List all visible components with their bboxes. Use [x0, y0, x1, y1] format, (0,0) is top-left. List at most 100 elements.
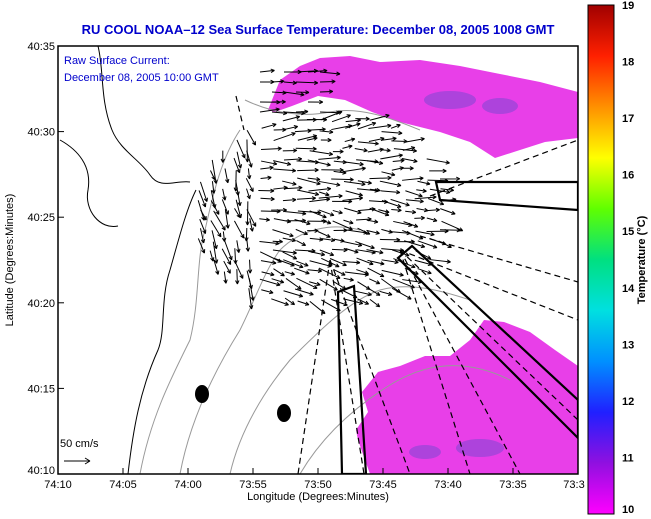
current-arrow [402, 229, 424, 240]
current-arrow [440, 208, 456, 215]
current-arrow [354, 290, 372, 297]
current-arrow [381, 130, 403, 136]
current-arrow [345, 248, 359, 254]
current-arrow [248, 288, 254, 310]
current-arrow [321, 257, 340, 268]
current-arrow [213, 259, 220, 275]
current-arrow [211, 159, 218, 184]
current-arrow [342, 166, 366, 173]
current-arrow [355, 241, 375, 250]
current-arrow [380, 153, 403, 160]
current-arrow [381, 200, 402, 208]
current-arrow [224, 168, 230, 184]
y-tick-label: 40:25 [27, 212, 55, 224]
current-arrow [429, 259, 451, 264]
current-arrow [355, 116, 370, 122]
current-arrow [415, 230, 435, 237]
current-arrow [357, 188, 379, 193]
current-arrow [271, 207, 287, 213]
current-arrow [221, 248, 232, 265]
x-tick-label: 73:45 [369, 479, 397, 491]
current-arrow [438, 240, 452, 248]
current-arrow [332, 149, 344, 154]
current-arrow [331, 298, 348, 307]
current-arrow [273, 168, 297, 173]
current-arrow [356, 269, 369, 275]
current-arrow [283, 156, 303, 162]
y-tick-label: 40:20 [27, 298, 55, 310]
current-arrow [401, 158, 418, 164]
current-arrow [307, 228, 319, 233]
current-arrow [402, 176, 424, 181]
current-arrow [294, 267, 310, 275]
current-arrow [295, 109, 309, 114]
current-arrow [271, 99, 286, 105]
y-tick-label: 40:35 [27, 41, 55, 53]
current-arrow [356, 257, 374, 266]
current-arrow [417, 240, 438, 249]
current-arrow [273, 268, 285, 277]
current-arrow [357, 298, 370, 305]
current-arrow [260, 196, 275, 202]
current-arrow [321, 219, 332, 225]
current-arrow [248, 278, 255, 301]
sst-patch-south [356, 320, 578, 474]
current-arrow [318, 209, 335, 217]
current-arrow [236, 151, 243, 169]
current-arrow [403, 221, 419, 228]
current-arrow [282, 251, 298, 260]
current-arrow [368, 288, 381, 296]
current-arrow [357, 141, 379, 146]
current-arrow [392, 158, 405, 163]
current-arrow [259, 278, 281, 287]
current-arrow [319, 89, 334, 94]
current-arrow [429, 188, 451, 195]
current-arrow [380, 190, 401, 195]
current-arrow [283, 185, 303, 190]
current-arrow [271, 79, 285, 84]
current-arrow [342, 196, 364, 201]
current-arrow [332, 199, 353, 204]
current-arrow [331, 114, 351, 123]
current-arrow [296, 277, 318, 289]
sst-patches [268, 56, 578, 474]
current-arrow [391, 166, 404, 171]
current-arrow [345, 122, 361, 129]
subtitle-line-1: Raw Surface Current: [64, 55, 170, 67]
current-arrow [378, 209, 390, 214]
current-arrow [357, 281, 371, 290]
station-dot [195, 385, 209, 403]
current-arrow [402, 146, 416, 151]
current-arrow [369, 298, 381, 308]
current-arrow [319, 110, 341, 115]
current-arrow [342, 260, 361, 265]
current-arrow [221, 231, 227, 242]
current-arrow [272, 239, 283, 244]
current-arrow [414, 195, 437, 200]
current-arrow [319, 191, 330, 197]
current-arrow [220, 150, 225, 163]
current-arrow [391, 207, 402, 213]
current-arrow [391, 287, 412, 300]
colorbar-tick-label: 14 [622, 283, 635, 295]
current-arrow [426, 217, 438, 223]
current-arrow [309, 197, 331, 203]
current-arrow [357, 121, 377, 130]
current-arrow [426, 158, 450, 165]
current-arrow [381, 136, 397, 141]
current-arrow [273, 132, 296, 142]
sst-patch-north [268, 56, 578, 158]
current-arrow [222, 188, 227, 201]
current-arrow [309, 237, 324, 242]
current-arrow [405, 137, 425, 143]
current-arrow [403, 240, 426, 249]
current-arrow [342, 290, 358, 299]
current-arrow [224, 209, 230, 229]
current-arrow [379, 237, 401, 243]
current-arrow [260, 175, 272, 180]
current-arrow [297, 196, 316, 201]
y-tick-label: 40:15 [27, 383, 55, 395]
current-arrow [306, 136, 318, 141]
current-arrow [261, 289, 274, 295]
